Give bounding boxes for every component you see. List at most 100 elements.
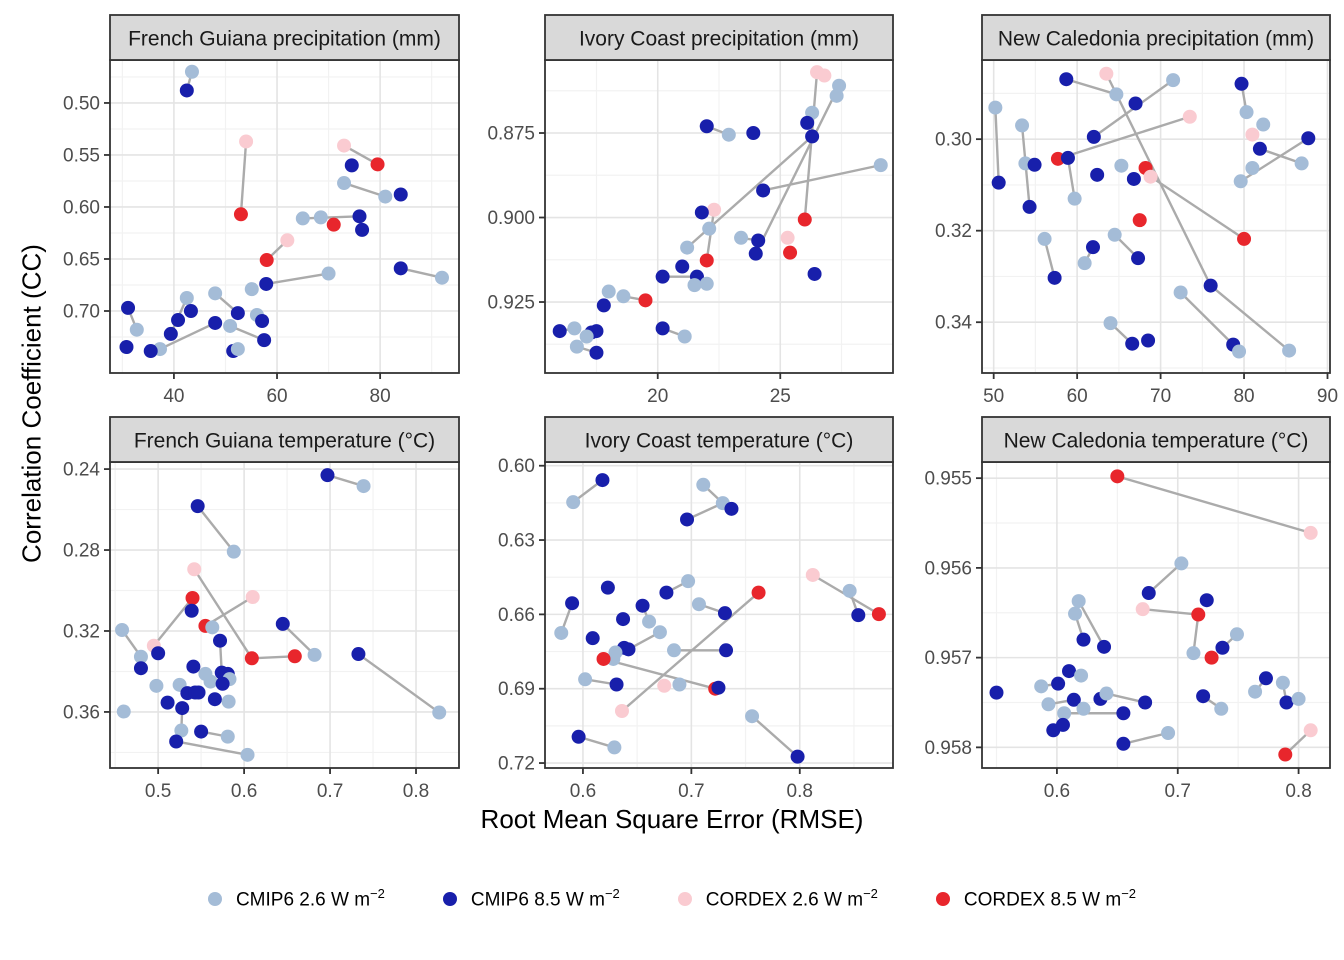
data-point — [1047, 270, 1062, 285]
data-point — [1245, 160, 1260, 175]
panel-background — [982, 462, 1330, 768]
data-point — [208, 315, 223, 330]
y-tick-label: 0.24 — [63, 460, 100, 481]
facet-strip-title: French Guiana temperature (°C) — [134, 430, 435, 453]
data-point — [121, 300, 136, 315]
data-point — [351, 647, 366, 662]
data-point — [213, 633, 228, 648]
legend-label: CORDEX 8.5 W m−2 — [963, 886, 1137, 911]
pair-link — [1258, 147, 1303, 165]
data-point — [255, 313, 270, 328]
y-tick-label: 0.60 — [498, 456, 535, 477]
data-point — [746, 126, 761, 141]
data-point — [184, 64, 199, 79]
data-point — [614, 704, 629, 719]
data-point — [1303, 525, 1318, 540]
data-point — [1294, 156, 1309, 171]
pair-link — [342, 181, 387, 198]
data-point — [842, 583, 857, 598]
data-point — [642, 614, 657, 629]
legend-item-cordex-2-6: CORDEX 2.6 W m−2 — [677, 886, 878, 911]
data-point — [320, 468, 335, 483]
y-tick-label: 0.32 — [935, 221, 972, 242]
facet-panel: French Guiana precipitation (mm) 40 60 80 0.… — [63, 14, 460, 407]
data-point — [295, 211, 310, 226]
data-point — [699, 119, 714, 134]
data-point — [1229, 627, 1244, 642]
panel-background — [110, 60, 459, 373]
data-point — [681, 574, 696, 589]
data-point — [567, 321, 582, 336]
data-point — [734, 230, 749, 245]
data-point — [163, 326, 178, 341]
data-point — [1076, 632, 1091, 647]
x-tick-label: 0.5 — [145, 781, 171, 802]
data-point — [133, 649, 148, 664]
data-point — [680, 512, 695, 527]
data-point — [635, 598, 650, 613]
data-point — [356, 479, 371, 494]
data-point — [554, 625, 569, 640]
data-point — [185, 591, 200, 605]
x-tick-label: 0.6 — [231, 781, 257, 802]
facet-panel: Ivory Coast temperature (°C) 0.6 0.7 0.8 0.6… — [498, 416, 894, 802]
facet-strip-title: New Caledonia temperature (°C) — [1004, 430, 1309, 453]
data-point — [748, 246, 763, 261]
data-point — [1015, 118, 1030, 133]
x-tick-label: 80 — [370, 386, 391, 407]
data-point — [171, 313, 186, 328]
data-point — [607, 740, 622, 755]
data-point — [133, 661, 148, 676]
facet-panel: French Guiana temperature (°C) 0.5 0.6 0.7 0… — [63, 416, 460, 802]
data-point — [1186, 646, 1201, 661]
data-point — [1214, 701, 1229, 716]
data-point — [1279, 695, 1294, 710]
data-point — [187, 562, 202, 577]
data-point — [1077, 256, 1092, 271]
data-point — [203, 674, 218, 689]
data-point — [1215, 640, 1230, 655]
data-point — [344, 158, 359, 173]
data-point — [205, 620, 220, 635]
pair-link — [994, 106, 1000, 184]
data-point — [638, 293, 653, 308]
data-point — [1161, 726, 1176, 741]
data-point — [179, 83, 194, 98]
data-point — [783, 245, 798, 260]
legend-dot-cordex-2-6 — [677, 891, 692, 906]
data-point — [233, 207, 248, 222]
data-point — [699, 253, 714, 268]
data-point — [208, 286, 223, 301]
data-point — [657, 678, 672, 693]
data-point — [143, 344, 158, 359]
data-point — [790, 749, 805, 764]
pair-link — [1116, 475, 1312, 535]
x-tick-label: 80 — [1233, 386, 1254, 407]
data-point — [186, 659, 201, 674]
legend-label: CORDEX 2.6 W m−2 — [705, 886, 878, 911]
y-tick-label: 0.30 — [935, 130, 972, 151]
pair-link — [1149, 175, 1246, 241]
data-point — [337, 138, 352, 153]
data-point — [1041, 697, 1056, 712]
data-point — [1199, 593, 1214, 608]
data-point — [1204, 650, 1219, 665]
data-point — [1245, 127, 1260, 142]
data-point — [851, 608, 866, 623]
x-tick-label: 20 — [647, 386, 668, 407]
facet-panel: New Caledonia temperature (°C) 0.6 0.7 0.8 0… — [924, 416, 1331, 802]
y-tick-label: 0.66 — [498, 605, 535, 626]
data-point — [1126, 171, 1141, 186]
data-point — [1291, 691, 1306, 706]
legend-dot-cmip6-8-5 — [442, 891, 457, 906]
data-point — [393, 187, 408, 202]
data-point — [183, 304, 198, 319]
data-point — [1051, 676, 1066, 691]
data-point — [1097, 639, 1112, 654]
legend-dot-cmip6-2-6 — [207, 891, 222, 906]
data-point — [194, 724, 209, 739]
pair-link — [1056, 115, 1191, 161]
y-tick-label: 0.955 — [924, 469, 972, 490]
x-tick-label: 0.7 — [1165, 781, 1191, 802]
y-tick-label: 0.36 — [63, 702, 100, 723]
